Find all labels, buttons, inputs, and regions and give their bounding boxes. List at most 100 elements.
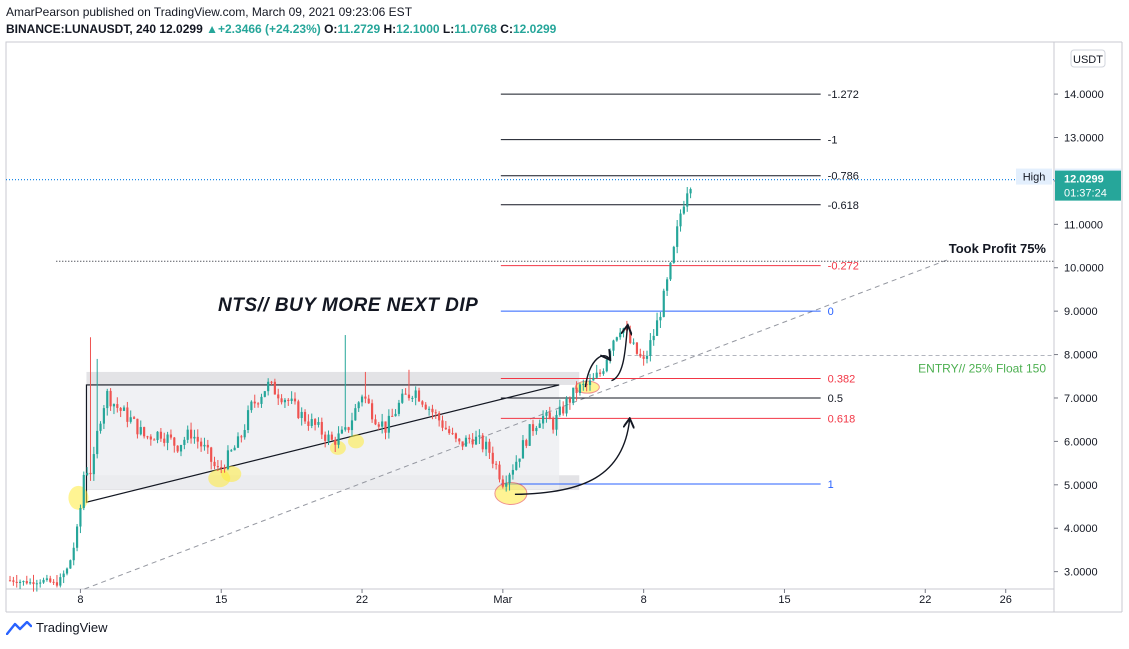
candle-body: [109, 390, 112, 407]
footer: TradingView: [6, 620, 108, 635]
candle-body: [518, 458, 521, 462]
candle-body: [595, 372, 598, 378]
dashed-trendline[interactable]: [84, 258, 950, 590]
candle-body: [200, 441, 203, 447]
candle-body: [635, 342, 639, 354]
candle-body: [106, 390, 109, 409]
candle-body: [541, 415, 545, 424]
candle-body: [441, 420, 444, 428]
plot-area[interactable]: [5, 41, 1055, 590]
candle-body: [79, 508, 82, 527]
candle-body: [414, 390, 417, 398]
candle-body: [344, 427, 347, 430]
candle-body: [159, 431, 162, 439]
candle-body: [327, 434, 330, 441]
candle-body: [676, 226, 679, 247]
candle-body: [29, 582, 32, 584]
candle-body: [602, 371, 605, 374]
candle-body: [672, 246, 675, 263]
candle-body: [119, 407, 122, 411]
candle-body: [233, 447, 236, 451]
price-change: +2.3466 (+24.23%): [218, 22, 321, 36]
candle-body: [622, 328, 625, 333]
candle-body: [488, 441, 491, 453]
candle-body: [22, 581, 25, 583]
candle-body: [213, 461, 216, 467]
candle-body: [314, 419, 317, 425]
candle-body: [669, 262, 672, 280]
candle-body: [397, 402, 401, 414]
candle-body: [491, 452, 494, 464]
currency-badge[interactable]: [1070, 49, 1106, 68]
change-up-arrow-icon: ▲: [206, 22, 218, 36]
symbol[interactable]: BINANCE:LUNAUSDT, 240: [6, 22, 157, 36]
candle-body: [381, 421, 384, 427]
candle-body: [257, 403, 260, 405]
candle-body: [659, 316, 662, 321]
price-tag-value: 12.0299: [1064, 174, 1104, 186]
candle-body: [126, 407, 129, 422]
x-tick-label: 15: [215, 594, 227, 606]
bounce-arrow[interactable]: [514, 420, 630, 496]
candle-body: [401, 393, 404, 403]
candle-body: [605, 359, 608, 372]
candle-body: [293, 398, 297, 402]
candle-body: [25, 581, 28, 584]
candle-body: [350, 420, 354, 431]
candle-body: [478, 435, 481, 437]
candle-body: [260, 396, 263, 404]
candle-body: [223, 467, 226, 470]
candle-body: [122, 407, 126, 411]
candle-body: [612, 340, 615, 351]
high-value: 12.1000: [396, 22, 440, 36]
candle-body: [12, 580, 15, 582]
candle-body: [649, 340, 652, 356]
highlight-marker: [348, 434, 365, 449]
candle-body: [300, 411, 303, 419]
candle-body: [69, 560, 72, 569]
candle-body: [498, 464, 501, 480]
high-label: H:: [383, 22, 397, 36]
candle-body: [521, 440, 525, 459]
resistance-zone: [86, 371, 580, 385]
y-tick-label: 11.0000: [1064, 219, 1103, 231]
candle-body: [146, 436, 149, 438]
candle-body: [59, 577, 62, 586]
candle-body: [511, 469, 514, 475]
close-label: C:: [500, 22, 513, 36]
candle-body: [149, 436, 152, 440]
candle-body: [458, 438, 461, 442]
highlight-marker: [329, 440, 346, 455]
candle-body: [317, 421, 320, 425]
candle-body: [173, 437, 176, 446]
candle-body: [45, 578, 48, 580]
breakout-arrow-large[interactable]: [611, 326, 627, 382]
footer-brand[interactable]: TradingView: [36, 620, 108, 635]
candle-body: [531, 424, 535, 432]
candle-body: [558, 406, 561, 415]
breakout-arrow-small[interactable]: [584, 356, 609, 388]
candle-body: [652, 335, 655, 341]
candle-body: [682, 206, 685, 214]
high-tag-label-box: [1016, 168, 1052, 185]
candle-body: [598, 372, 602, 374]
y-tick-label: 8.0000: [1064, 350, 1098, 362]
candle-body: [203, 444, 206, 447]
candle-body: [112, 404, 116, 407]
candle-body: [250, 401, 253, 411]
symbol-info-line: BINANCE:LUNAUSDT, 240 12.0299 ▲+2.3466 (…: [6, 22, 556, 36]
candle-body: [552, 419, 555, 430]
candle-body: [86, 472, 89, 475]
candle-body: [555, 414, 558, 430]
candle-body: [230, 450, 233, 452]
y-tick-label: 3.0000: [1064, 567, 1098, 579]
ascending-triangle[interactable]: [85, 384, 560, 503]
candle-body: [82, 474, 85, 509]
candle-body: [474, 436, 478, 445]
candle-body: [15, 581, 18, 583]
candle-body: [99, 423, 102, 431]
price-tag-timer: 01:37:24: [1064, 188, 1107, 200]
candle-body: [357, 402, 360, 409]
candle-body: [337, 433, 340, 445]
